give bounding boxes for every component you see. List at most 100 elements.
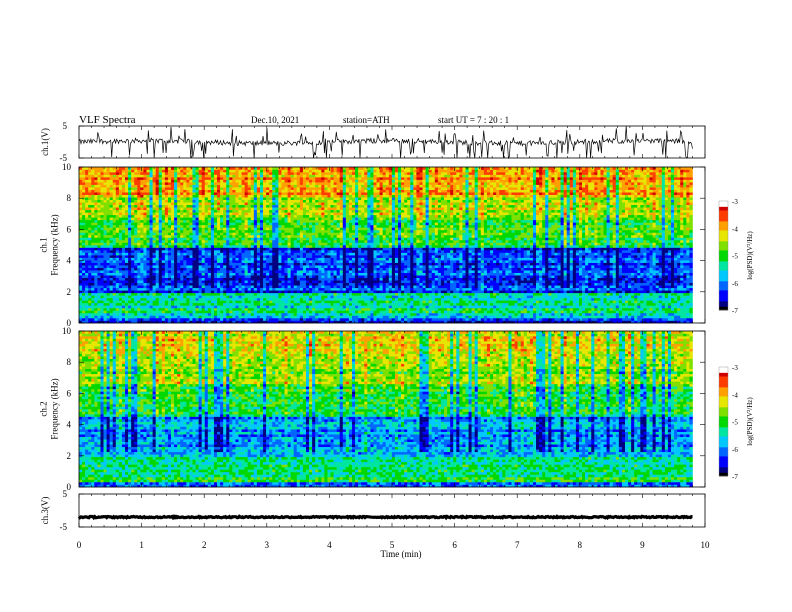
spectrogram-cell: [146, 167, 150, 170]
spectrogram-cell: [152, 179, 156, 183]
spectrogram-cell: [88, 260, 92, 263]
spectrogram-cell: [109, 292, 114, 296]
spectrogram-cell: [125, 237, 129, 241]
spectrogram-cell: [115, 260, 120, 263]
spectrogram-cell: [296, 214, 301, 218]
spectrogram-cell: [235, 317, 239, 321]
spectrogram-cell: [207, 204, 212, 208]
spectrogram-cell: [217, 199, 221, 203]
spectrogram-cell: [201, 234, 206, 238]
spectrogram-cell: [287, 277, 291, 281]
spectrogram-cell: [121, 202, 126, 206]
spectrogram-cell: [217, 250, 221, 253]
spectrogram-cell: [100, 317, 104, 321]
spectrogram-cell: [281, 297, 285, 301]
spectrogram-cell: [302, 280, 307, 284]
spectrogram-cell: [103, 260, 107, 263]
spectrogram-cell: [247, 207, 252, 211]
spectrogram-cell: [137, 204, 141, 208]
spectrogram-cell: [204, 285, 209, 289]
spectrogram-cell: [192, 234, 196, 238]
spectrogram-cell: [238, 227, 242, 231]
spectrogram-cell: [186, 272, 190, 276]
spectrogram-cell: [100, 262, 104, 266]
spectrogram-cell: [290, 239, 295, 243]
spectrogram-cell: [177, 189, 181, 193]
spectrogram-cell: [167, 189, 172, 193]
spectrogram-cell: [137, 277, 141, 281]
spectrogram-cell: [318, 315, 322, 319]
spectrogram-cell: [192, 239, 196, 243]
spectrogram-cell: [201, 224, 206, 228]
spectrogram-cell: [146, 242, 150, 246]
spectrogram-cell: [247, 252, 252, 256]
spectrogram-cell: [121, 272, 126, 276]
spectrogram-cell: [134, 169, 138, 173]
spectrogram-cell: [125, 280, 129, 284]
spectrogram-cell: [183, 287, 187, 291]
spectrogram-cell: [94, 227, 98, 231]
spectrogram-cell: [281, 287, 285, 291]
spectrogram-cell: [94, 184, 98, 188]
spectrogram-cell: [250, 227, 255, 231]
spectrogram-cell: [226, 174, 230, 178]
spectrogram-cell: [97, 257, 101, 261]
spectrogram-cell: [293, 217, 298, 221]
spectrogram-cell: [94, 310, 98, 314]
spectrogram-cell: [186, 172, 190, 175]
spectrogram-cell: [266, 172, 270, 175]
spectrogram-cell: [177, 250, 181, 253]
spectrogram-cell: [213, 245, 218, 248]
spectrogram-cell: [131, 272, 135, 276]
spectrogram-cell: [253, 222, 258, 226]
spectrogram-cell: [207, 189, 212, 193]
spectrogram-cell: [287, 174, 291, 178]
spectrogram-cell: [309, 265, 313, 268]
spectrogram-cell: [109, 287, 114, 291]
spectrogram-cell: [121, 285, 126, 289]
spectrogram-cell: [290, 204, 295, 208]
spectrogram-cell: [266, 307, 270, 311]
spectrogram-cell: [174, 229, 178, 233]
spectrogram-cell: [241, 315, 245, 319]
spectrogram-cell: [85, 270, 89, 273]
spectrogram-cell: [94, 172, 98, 175]
spectrogram-cell: [281, 177, 285, 180]
spectrogram-cell: [82, 192, 86, 195]
spectrogram-cell: [171, 292, 175, 296]
spectrogram-cell: [140, 282, 144, 286]
spectrogram-cell: [263, 174, 267, 178]
spectrogram-cell: [269, 239, 273, 243]
spectrogram-cell: [210, 257, 215, 261]
spectrogram-cell: [149, 237, 153, 241]
spectrogram-cell: [183, 265, 187, 268]
spectrogram-cell: [287, 307, 291, 311]
spectrogram-cell: [195, 217, 199, 221]
spectrogram-cell: [312, 169, 316, 173]
spectrogram-cell: [226, 252, 230, 256]
spectrogram-cell: [146, 320, 150, 324]
spectrogram-cell: [241, 307, 245, 311]
spectrogram-cell: [210, 234, 215, 238]
spectrogram-cell: [253, 302, 258, 306]
spectrogram-cell: [275, 212, 279, 216]
spectrogram-cell: [269, 250, 273, 253]
spectrogram-cell: [91, 272, 95, 276]
spectrogram-cell: [128, 255, 132, 258]
spectrogram-cell: [91, 222, 95, 226]
spectrogram-cell: [186, 260, 190, 263]
spectrogram-cell: [177, 169, 181, 173]
spectrogram-cell: [109, 257, 114, 261]
spectrogram-cell: [152, 187, 156, 190]
spectrogram-cell: [171, 257, 175, 261]
spectrogram-cell: [128, 282, 132, 286]
spectrogram-cell: [180, 307, 184, 311]
spectrogram-cell: [229, 192, 233, 195]
spectrogram-cell: [217, 167, 221, 170]
spectrogram-cell: [115, 237, 120, 241]
spectrogram-cell: [128, 247, 132, 251]
spectrogram-cell: [143, 320, 147, 324]
spectrogram-cell: [183, 275, 187, 279]
spectrogram-cell: [143, 179, 147, 183]
spectrogram-cell: [232, 257, 236, 261]
